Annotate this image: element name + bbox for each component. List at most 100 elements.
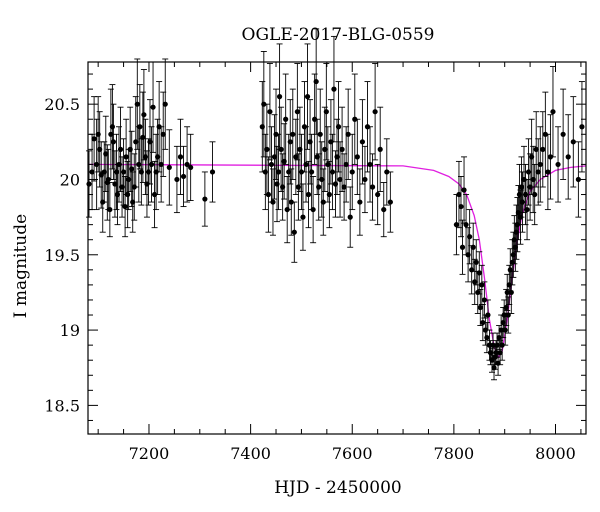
data-point [502,327,508,333]
y-tick-label: 19.5 [44,246,80,265]
data-point-group [274,145,281,223]
data-point [110,139,117,145]
data-point [267,109,273,115]
data-point-group [120,138,127,206]
data-point-group [289,88,296,180]
data-point-group [476,251,483,295]
data-point-group [166,129,173,206]
chart-title: OGLE-2017-BLG-0559 [242,25,435,45]
data-point [387,199,393,205]
data-point [550,109,556,115]
data-point-group [136,84,143,170]
data-point-group [555,126,562,203]
data-point [518,184,525,190]
data-point-group [122,176,129,238]
data-point [545,169,551,175]
data-point [347,214,353,220]
data-point-group [533,111,540,188]
data-point-group [318,141,325,218]
data-point-group [173,145,180,214]
x-tick-label: 7600 [332,444,373,463]
data-point-group [383,138,390,206]
data-point [140,134,146,140]
data-point-group [260,51,267,158]
data-point [300,214,306,220]
x-tick-label: 7400 [230,444,271,463]
data-point [453,222,460,228]
data-point [265,191,271,198]
data-point [499,342,505,348]
data-point [313,78,319,85]
data-point [323,109,329,115]
y-tick-label: 20 [60,170,80,189]
data-point-group [531,163,538,226]
data-point [122,203,128,210]
data-point [317,131,323,137]
data-point [202,196,208,202]
data-point [177,154,184,160]
data-point [275,169,282,175]
data-point [372,109,378,115]
data-point-group [86,150,93,218]
data-point [579,124,585,130]
y-tick-label: 20.5 [44,95,80,114]
data-point-group [479,304,486,342]
data-point-group [187,133,194,202]
data-point [458,203,464,210]
data-point [162,101,168,107]
data-point-group [578,81,585,173]
data-point-group [95,96,102,173]
data-point [480,319,486,326]
data-point [117,146,124,152]
data-point-group [269,168,276,236]
data-point [476,270,482,276]
data-point-group [201,171,208,227]
data-point [540,146,546,152]
data-point [304,94,311,100]
data-point [278,146,284,152]
data-point-group [330,35,337,143]
data-point [148,161,155,168]
data-point [113,169,120,175]
data-point-group [134,58,141,150]
data-point-group [282,73,289,165]
data-point [109,124,115,130]
data-point-group [294,63,301,161]
data-point-group [349,133,356,211]
data-point [329,169,336,175]
data-point [456,191,462,198]
data-point [123,154,129,160]
plot-frame [87,61,587,435]
x-axis-label: HJD - 2450000 [274,478,402,498]
data-point [125,191,131,198]
y-axis-label: I magnitude [11,214,31,318]
data-point-group [369,153,376,221]
data-point [537,161,543,168]
data-point [565,154,571,160]
data-point-group [565,114,572,200]
data-point [261,101,267,107]
data-point [345,131,351,137]
data-point [497,350,503,356]
data-point-group [177,118,184,195]
data-point-group [530,145,537,214]
data-point [91,136,97,142]
data-point [158,161,164,168]
data-point [369,184,376,190]
data-point [166,164,172,171]
x-tick-label: 7200 [129,444,170,463]
data-point [294,109,300,115]
data-point-group [461,156,468,224]
data-point [473,259,479,265]
data-point-group [323,63,330,161]
data-point [120,169,127,175]
data-point-group [374,163,381,226]
x-tick-label: 7800 [434,444,475,463]
data-point-group [463,194,470,256]
data-point [496,335,502,341]
data-point [335,124,342,130]
data-point [463,222,469,228]
data-point [320,199,326,205]
data-point-group [335,81,342,173]
data-point [308,169,315,175]
